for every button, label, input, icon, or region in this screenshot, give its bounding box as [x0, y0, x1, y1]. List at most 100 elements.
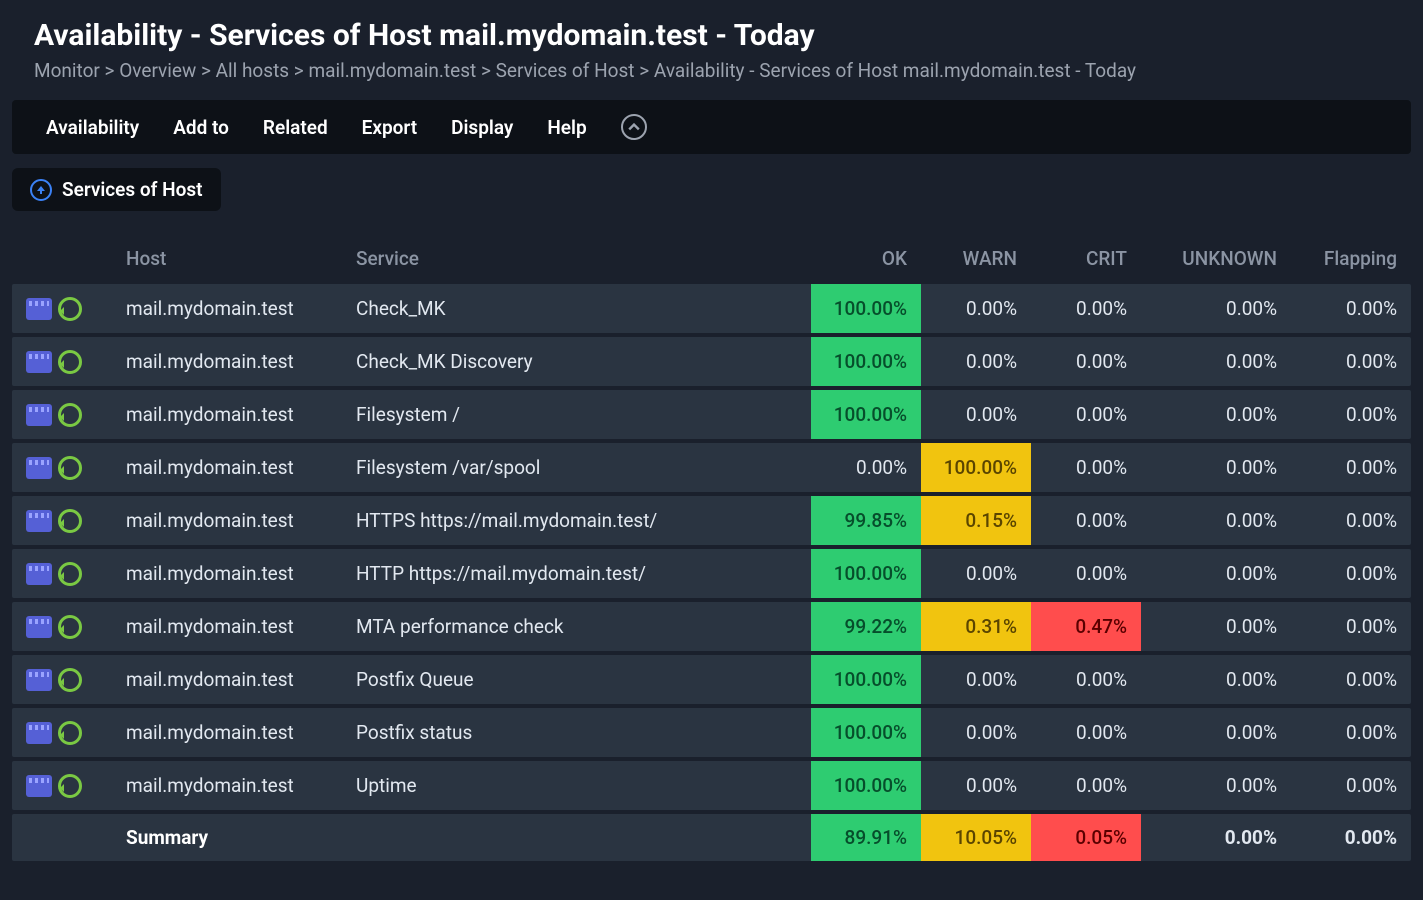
breadcrumb-segment[interactable]: Services of Host — [496, 59, 635, 82]
cell-crit: 0.00% — [1031, 549, 1141, 598]
cell-crit: 0.00% — [1031, 390, 1141, 439]
breadcrumb-segment[interactable]: All hosts — [216, 59, 289, 82]
services-of-host-chip[interactable]: Services of Host — [12, 168, 221, 211]
timeline-icon[interactable] — [26, 669, 52, 691]
row-actions — [12, 549, 112, 598]
cell-crit: 0.00% — [1031, 496, 1141, 545]
cell-service[interactable]: MTA performance check — [342, 602, 811, 651]
cell-host[interactable]: mail.mydomain.test — [112, 496, 342, 545]
history-icon[interactable] — [58, 615, 82, 639]
cell-service[interactable]: Filesystem /var/spool — [342, 443, 811, 492]
history-icon[interactable] — [58, 721, 82, 745]
menu-add-to[interactable]: Add to — [173, 116, 229, 139]
cell-host[interactable]: mail.mydomain.test — [112, 761, 342, 810]
timeline-icon[interactable] — [26, 775, 52, 797]
row-actions — [12, 496, 112, 545]
menu-collapse-icon[interactable] — [621, 114, 647, 140]
cell-crit: 0.05% — [1031, 814, 1141, 861]
row-actions — [12, 655, 112, 704]
table-header-row: Host Service OK WARN CRIT UNKNOWN Flappi… — [12, 237, 1411, 280]
up-arrow-icon — [30, 179, 52, 201]
cell-service[interactable]: Check_MK Discovery — [342, 337, 811, 386]
col-ok[interactable]: OK — [811, 237, 921, 280]
history-icon[interactable] — [58, 774, 82, 798]
breadcrumb-segment[interactable]: mail.mydomain.test — [308, 59, 476, 82]
breadcrumb-segment[interactable]: Monitor — [34, 59, 100, 82]
history-icon[interactable] — [58, 509, 82, 533]
timeline-icon[interactable] — [26, 722, 52, 744]
menu-export[interactable]: Export — [362, 116, 417, 139]
cell-service[interactable]: Check_MK — [342, 284, 811, 333]
chip-label: Services of Host — [62, 178, 203, 201]
cell-warn: 0.00% — [921, 337, 1031, 386]
col-warn[interactable]: WARN — [921, 237, 1031, 280]
history-icon[interactable] — [58, 403, 82, 427]
cell-warn: 0.00% — [921, 549, 1031, 598]
cell-host[interactable]: mail.mydomain.test — [112, 708, 342, 757]
cell-service — [342, 814, 811, 861]
cell-service[interactable]: HTTPS https://mail.mydomain.test/ — [342, 496, 811, 545]
col-host[interactable]: Host — [112, 237, 342, 280]
cell-unknown: 0.00% — [1141, 814, 1291, 861]
cell-crit: 0.00% — [1031, 337, 1141, 386]
history-icon[interactable] — [58, 668, 82, 692]
cell-ok: 99.85% — [811, 496, 921, 545]
history-icon[interactable] — [58, 456, 82, 480]
cell-host[interactable]: mail.mydomain.test — [112, 443, 342, 492]
cell-unknown: 0.00% — [1141, 390, 1291, 439]
cell-ok: 100.00% — [811, 708, 921, 757]
menu-help[interactable]: Help — [547, 116, 586, 139]
cell-host[interactable]: mail.mydomain.test — [112, 655, 342, 704]
cell-service[interactable]: Uptime — [342, 761, 811, 810]
table-row: mail.mydomain.testPostfix Queue100.00%0.… — [12, 655, 1411, 704]
timeline-icon[interactable] — [26, 404, 52, 426]
breadcrumb-segment[interactable]: Availability - Services of Host mail.myd… — [654, 59, 1136, 82]
cell-crit: 0.00% — [1031, 708, 1141, 757]
cell-host[interactable]: mail.mydomain.test — [112, 549, 342, 598]
cell-service[interactable]: Postfix status — [342, 708, 811, 757]
page-title: Availability - Services of Host mail.myd… — [0, 18, 1423, 59]
breadcrumb-separator: > — [476, 59, 495, 82]
cell-service[interactable]: Filesystem / — [342, 390, 811, 439]
cell-service[interactable]: Postfix Queue — [342, 655, 811, 704]
menu-availability[interactable]: Availability — [46, 116, 139, 139]
col-unknown[interactable]: UNKNOWN — [1141, 237, 1291, 280]
cell-ok: 100.00% — [811, 549, 921, 598]
breadcrumb-segment[interactable]: Overview — [119, 59, 196, 82]
history-icon[interactable] — [58, 297, 82, 321]
cell-flapping: 0.00% — [1291, 284, 1411, 333]
cell-host[interactable]: mail.mydomain.test — [112, 337, 342, 386]
row-actions — [12, 814, 112, 861]
history-icon[interactable] — [58, 350, 82, 374]
cell-unknown: 0.00% — [1141, 708, 1291, 757]
table-row: mail.mydomain.testFilesystem /100.00%0.0… — [12, 390, 1411, 439]
cell-host[interactable]: mail.mydomain.test — [112, 602, 342, 651]
cell-ok: 99.22% — [811, 602, 921, 651]
cell-host[interactable]: mail.mydomain.test — [112, 284, 342, 333]
table-row: mail.mydomain.testUptime100.00%0.00%0.00… — [12, 761, 1411, 810]
menubar: Availability Add to Related Export Display He… — [12, 100, 1411, 154]
col-flapping[interactable]: Flapping — [1291, 237, 1411, 280]
cell-flapping: 0.00% — [1291, 708, 1411, 757]
cell-unknown: 0.00% — [1141, 443, 1291, 492]
breadcrumb-separator: > — [196, 59, 215, 82]
timeline-icon[interactable] — [26, 351, 52, 373]
history-icon[interactable] — [58, 562, 82, 586]
menu-related[interactable]: Related — [263, 116, 328, 139]
cell-service[interactable]: HTTP https://mail.mydomain.test/ — [342, 549, 811, 598]
timeline-icon[interactable] — [26, 563, 52, 585]
cell-unknown: 0.00% — [1141, 655, 1291, 704]
availability-table: Host Service OK WARN CRIT UNKNOWN Flappi… — [12, 233, 1411, 865]
row-actions — [12, 443, 112, 492]
timeline-icon[interactable] — [26, 510, 52, 532]
table-row: mail.mydomain.testPostfix status100.00% 0… — [12, 708, 1411, 757]
timeline-icon[interactable] — [26, 616, 52, 638]
cell-crit: 0.00% — [1031, 761, 1141, 810]
col-crit[interactable]: CRIT — [1031, 237, 1141, 280]
col-service[interactable]: Service — [342, 237, 811, 280]
menu-display[interactable]: Display — [451, 116, 513, 139]
cell-host[interactable]: mail.mydomain.test — [112, 390, 342, 439]
timeline-icon[interactable] — [26, 457, 52, 479]
timeline-icon[interactable] — [26, 298, 52, 320]
cell-warn: 0.00% — [921, 284, 1031, 333]
